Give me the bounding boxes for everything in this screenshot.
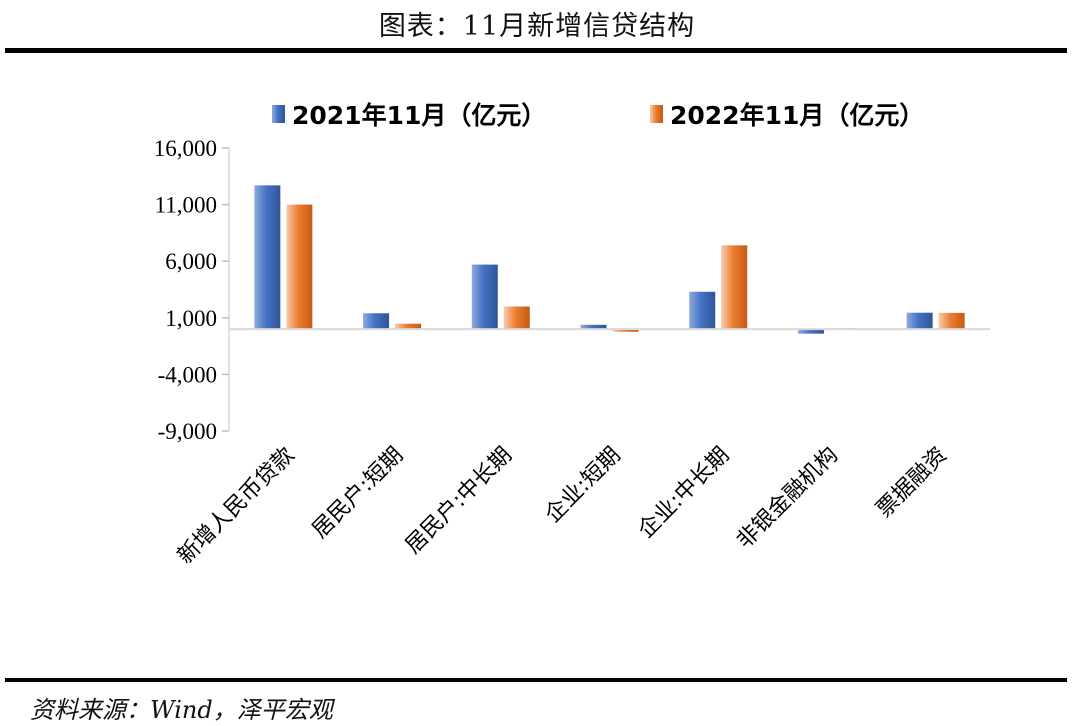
bar-2021-3 <box>580 324 607 330</box>
top-rule <box>5 48 1067 53</box>
figure-title: 图表：11月新增信贷结构 <box>378 11 696 42</box>
bar-2021-6 <box>906 312 933 330</box>
y-tick-label: 16,000 <box>154 136 217 161</box>
bar-2021-4 <box>689 291 716 330</box>
legend-swatch-0 <box>272 105 285 123</box>
legend-label-0: 2021年11月（亿元） <box>292 101 546 130</box>
x-tick-label: 企业:中长期 <box>634 443 735 544</box>
bar-chart: 2021年11月（亿元） 2022年11月（亿元） 16,000 11,000 6,0… <box>154 101 990 570</box>
bar-2021-1 <box>363 313 390 330</box>
x-tick-label: 票据融资 <box>872 443 952 523</box>
y-tick-label: -9,000 <box>158 419 217 444</box>
legend-label-1: 2022年11月（亿元） <box>670 101 924 130</box>
x-tick-label: 非银金融机构 <box>732 443 843 554</box>
x-tick-label: 居民户:中长期 <box>401 443 517 559</box>
bar-2022-3 <box>612 329 639 332</box>
bar-2022-0 <box>286 204 313 330</box>
x-tick-label: 居民户:短期 <box>308 443 409 544</box>
bar-2021-5 <box>797 329 824 334</box>
y-tick-label: -4,000 <box>158 362 217 387</box>
x-tick-label: 新增人民币贷款 <box>173 443 300 570</box>
bar-2021-2 <box>471 264 498 330</box>
y-tick-label: 1,000 <box>165 306 217 331</box>
bar-2022-1 <box>395 323 422 330</box>
bars <box>229 185 990 334</box>
bar-2022-6 <box>938 312 965 330</box>
bar-2022-4 <box>721 245 748 330</box>
source-note: 资料来源：Wind，泽平宏观 <box>30 696 333 724</box>
x-tick-label: 企业:短期 <box>541 443 626 528</box>
legend-swatch-1 <box>650 105 663 123</box>
y-tick-label: 11,000 <box>155 193 217 218</box>
bottom-rule <box>5 678 1067 682</box>
bar-2021-0 <box>254 185 281 330</box>
y-tick-label: 6,000 <box>165 249 217 274</box>
y-axis: 16,000 11,000 6,000 1,000 -4,000 -9,000 <box>154 136 230 444</box>
bar-2022-2 <box>503 306 530 330</box>
chart-legend: 2021年11月（亿元） 2022年11月（亿元） <box>272 101 924 130</box>
